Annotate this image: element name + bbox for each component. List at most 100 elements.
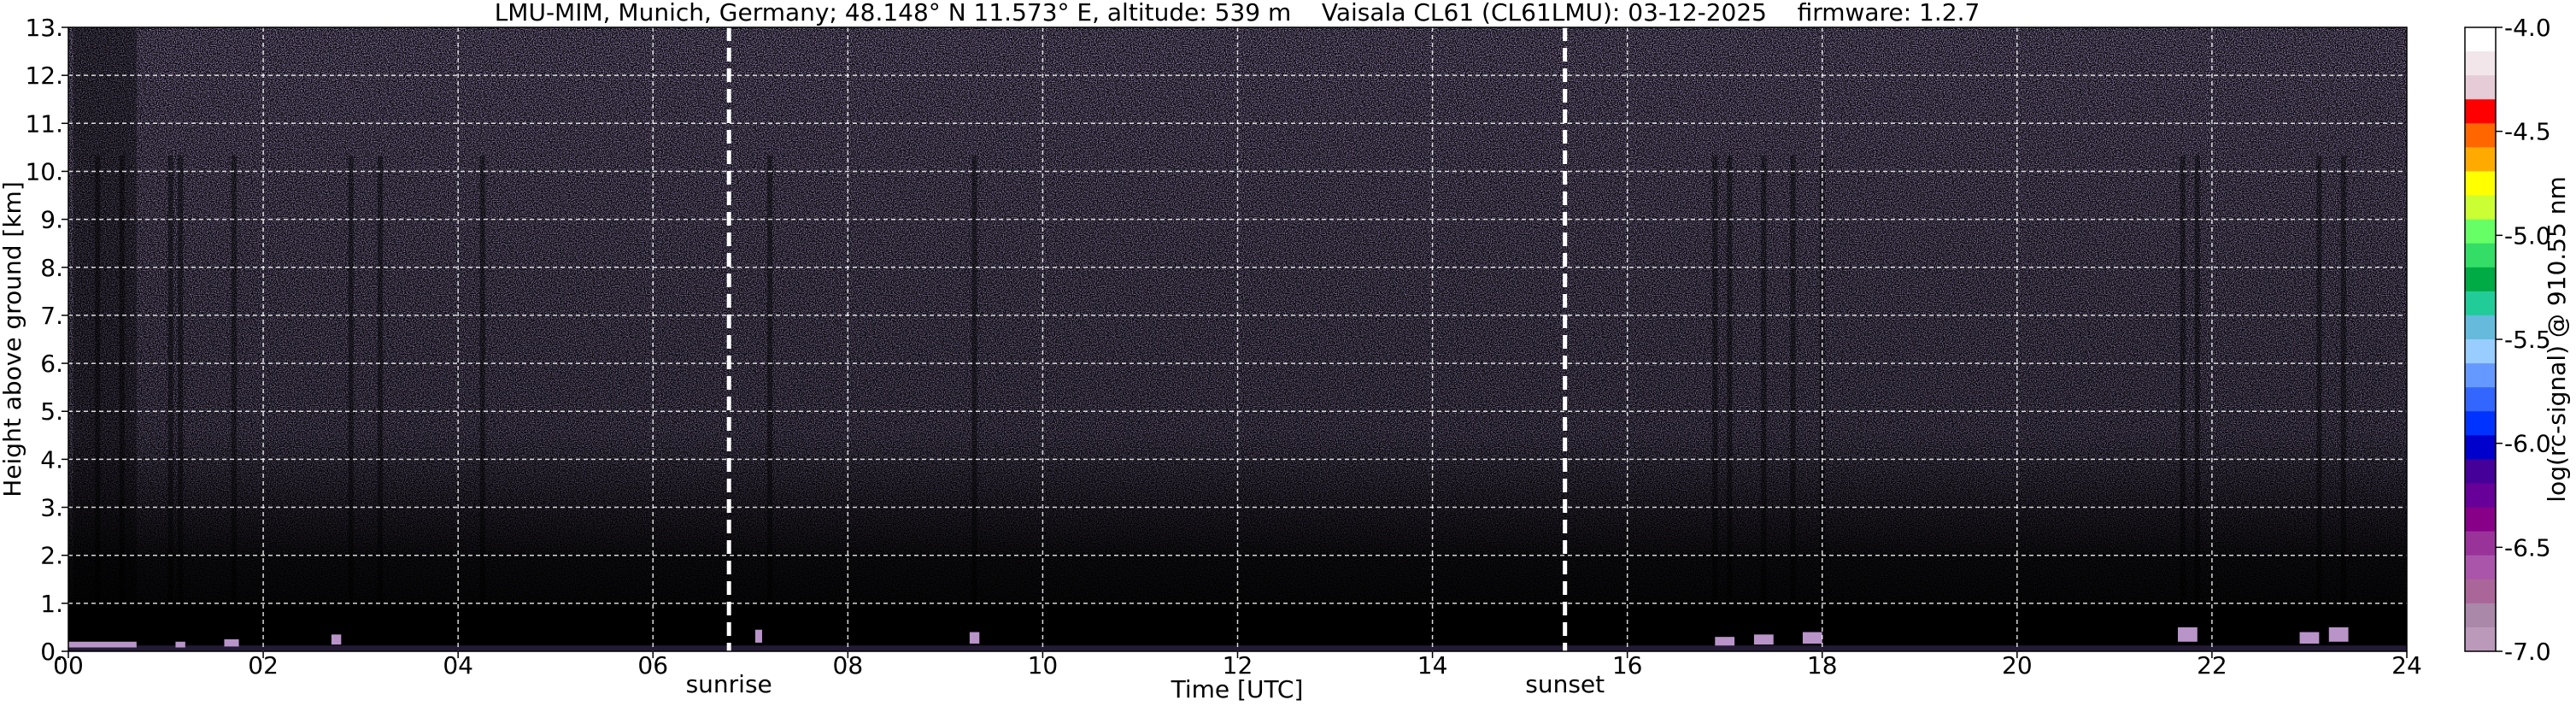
x-tick-label: 16 [1612,651,1643,680]
colorbar-segment [2465,291,2496,316]
y-tick-label: 10. [25,157,63,185]
dark-streak [2180,156,2186,651]
x-tick-label: 22 [2197,651,2227,680]
x-tick-label: 20 [2002,651,2033,680]
x-tick-label: 04 [443,651,473,680]
dark-streak [479,156,485,651]
colorbar-segment [2465,387,2496,412]
dark-streak [971,156,977,651]
colorbar-segment [2465,147,2496,172]
cloud-segment [2299,632,2320,644]
colorbar-tick-label: -5.5 [2504,326,2551,354]
dark-streak [1761,156,1767,651]
colorbar-tick-label: -6.5 [2504,533,2551,562]
dark-streak [1712,156,1718,651]
cloud-segment [1802,632,1822,644]
colorbar-segment [2465,483,2496,509]
colorbar-segment [2465,99,2496,124]
cloud-segment [2328,627,2349,642]
x-tick-label: 08 [833,651,864,680]
y-tick-label: 9. [40,206,63,234]
dark-streak [167,156,173,651]
y-tick-label: 6. [40,350,63,378]
grid-lines [68,27,2407,651]
x-tick-label: 06 [637,651,668,680]
x-axis-label: Time [UTC] [1171,675,1304,703]
colorbar-segment [2465,219,2496,244]
colorbar: -4.0 -4.5 -5.0 -5.5 -6.0 -6.5 -7.0 [2464,14,2551,666]
colorbar-segment [2465,531,2496,556]
cloud-segment [175,641,185,648]
cloud-segment [969,632,980,644]
sunset-label: sunset [1525,670,1605,698]
sunrise-label: sunrise [686,670,772,698]
cloud-segment [1753,634,1774,645]
colorbar-segment [2465,603,2496,628]
colorbar-segment [2465,411,2496,436]
colorbar-segment [2465,123,2496,148]
cloud-segment [1715,637,1735,646]
dark-streaks [73,27,2346,651]
cloud-segment [754,629,762,643]
cloud-segment [224,638,239,647]
y-tick-label: 13. [25,14,63,42]
y-tick-label: 1. [40,590,63,618]
dark-streak [231,156,237,651]
x-axis-ticks: 00 02 04 06 08 10 12 14 16 18 20 22 24 [53,651,2422,680]
colorbar-segment [2465,27,2496,52]
dark-streak [95,156,101,651]
colorbar-segment [2465,315,2496,340]
colorbar-segment [2465,459,2496,484]
y-tick-label: 0. [40,638,63,666]
x-tick-label: 10 [1028,651,1059,680]
dark-streak [2340,156,2346,651]
y-tick-label: 3. [40,494,63,522]
x-tick-label: 00 [53,651,84,680]
colorbar-segment [2465,243,2496,268]
x-tick-label: 14 [1417,651,1448,680]
x-tick-label: 24 [2391,651,2422,680]
y-tick-label: 11. [25,109,63,138]
colorbar-segment [2465,435,2496,460]
y-tick-label: 4. [40,445,63,474]
cloud-segment [68,641,137,648]
colorbar-label: log(rc-signal) @ 910.55 nm [2543,176,2571,502]
dark-streak [1819,156,1825,651]
colorbar-segment [2465,579,2496,604]
colorbar-tick-label: -6.0 [2504,430,2551,458]
colorbar-segment [2465,555,2496,580]
dark-streak [2194,156,2200,651]
dark-streak [2316,156,2322,651]
x-tick-label: 12 [1223,651,1253,680]
y-tick-label: 8. [40,254,63,282]
dark-streak [377,156,383,651]
colorbar-segment [2465,627,2496,652]
colorbar-segment [2465,75,2496,100]
cloud-layer [68,627,2349,648]
colorbar-tick-label: -5.0 [2504,221,2551,250]
dark-streak [348,156,354,651]
colorbar-segment [2465,363,2496,388]
dark-streak [1790,156,1796,651]
colorbar-segment [2465,171,2496,197]
surface-return [68,645,2407,651]
x-tick-label: 02 [248,651,279,680]
sun-annotations: sunrise sunset [686,27,1605,698]
colorbar-segment [2465,507,2496,532]
chart-title: LMU-MIM, Munich, Germany; 48.148° N 11.5… [495,0,1980,26]
colorbar-segment [2465,51,2496,76]
colorbar-tick-label: -7.0 [2504,638,2551,666]
y-tick-label: 2. [40,542,63,570]
dark-streak [178,156,184,651]
colorbar-segment [2465,195,2496,221]
y-axis-ticks: 0. 1. 2. 3. 4. 5. 6. 7. 8. 9. 10. 11. 12. 13. [25,14,68,666]
colorbar-segment [2465,339,2496,364]
y-tick-label: 7. [40,302,63,330]
dark-streak [119,156,125,651]
dark-streak [767,156,773,651]
dark-streak [1727,156,1733,651]
colorbar-tick-label: -4.5 [2504,118,2551,146]
dark-streak [73,27,137,651]
y-axis-label: Height above ground [km] [0,181,26,497]
